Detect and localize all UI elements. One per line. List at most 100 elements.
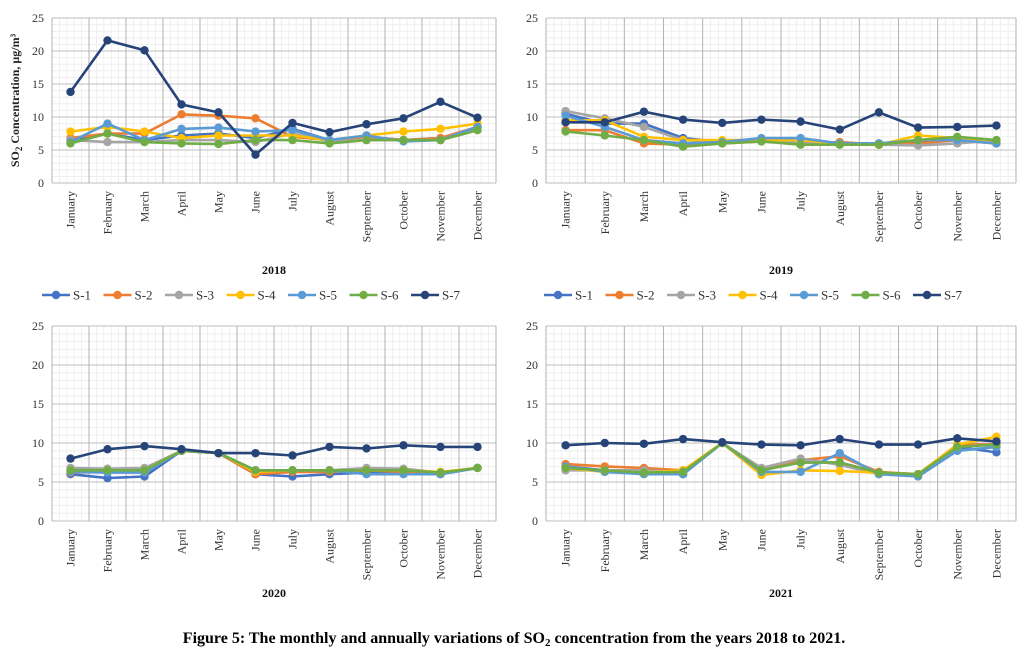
- data-point: [992, 121, 1001, 130]
- data-point: [796, 133, 805, 143]
- x-tick-label: November: [434, 191, 448, 242]
- legend-item: S-6: [349, 288, 400, 303]
- x-tick-label: May: [212, 191, 226, 213]
- data-point: [718, 139, 727, 148]
- data-point: [796, 467, 805, 477]
- data-point: [874, 108, 884, 117]
- data-point: [177, 100, 186, 109]
- data-point: [214, 139, 223, 149]
- data-point: [288, 466, 297, 475]
- legend-label: S-2: [135, 288, 153, 303]
- legend-item: S-1: [42, 288, 91, 303]
- series-line: [70, 443, 478, 460]
- x-tick-label: July: [794, 529, 808, 549]
- series-line: [565, 130, 997, 148]
- legend-item: S-5: [288, 288, 337, 303]
- data-point: [639, 439, 649, 448]
- data-point: [757, 440, 766, 449]
- x-tick-label: September: [360, 191, 374, 242]
- data-point: [835, 434, 844, 444]
- data-point: [214, 131, 223, 140]
- data-point: [678, 115, 688, 124]
- x-tick-label: August: [323, 190, 337, 225]
- legend-item: S-7: [411, 288, 461, 303]
- x-tick-label: June: [754, 529, 768, 551]
- x-tick-label: February: [101, 191, 115, 234]
- x-tick-label: June: [249, 529, 263, 551]
- data-point: [874, 140, 884, 149]
- data-point: [639, 468, 649, 477]
- legend-label: S-7: [442, 288, 461, 303]
- data-point: [561, 111, 570, 120]
- series-line: [69, 39, 479, 156]
- x-tick-label: September: [360, 529, 374, 580]
- y-tick-label: 10: [526, 110, 538, 124]
- data-point: [436, 124, 445, 134]
- data-point: [325, 139, 334, 148]
- x-tick-label: July: [794, 191, 808, 211]
- data-point: [325, 442, 334, 452]
- data-point: [913, 135, 923, 145]
- data-point: [103, 137, 112, 147]
- data-point: [757, 137, 766, 146]
- series-line: [565, 110, 997, 131]
- legend-item: S-3: [165, 288, 214, 303]
- x-tick-label: May: [715, 529, 729, 551]
- series-S-7: [561, 107, 1001, 134]
- x-tick-label: February: [101, 529, 115, 572]
- legend-item: S-1: [544, 288, 593, 303]
- legend-label: S-6: [381, 288, 400, 303]
- data-point: [103, 119, 112, 128]
- x-tick-label: October: [911, 529, 925, 568]
- series-line: [70, 122, 478, 142]
- x-tick-label: July: [286, 191, 300, 211]
- y-tick-label: 15: [32, 397, 44, 411]
- data-point: [251, 114, 260, 123]
- data-point: [399, 135, 408, 145]
- data-point: [362, 444, 371, 453]
- year-label: 2021: [769, 586, 793, 600]
- legend-item: S-4: [728, 288, 779, 303]
- legend-marker: [113, 290, 122, 300]
- legend-label: S-3: [196, 288, 214, 303]
- data-point: [399, 466, 408, 475]
- data-point: [835, 125, 844, 134]
- legend-item: S-7: [913, 288, 963, 303]
- x-tick-label: April: [175, 528, 189, 554]
- x-tick-label: September: [872, 191, 886, 242]
- data-point: [103, 36, 112, 45]
- x-tick-label: October: [397, 191, 411, 230]
- x-tick-label: November: [950, 191, 964, 242]
- data-point: [913, 123, 923, 132]
- data-point: [66, 127, 75, 136]
- y-tick-label: 0: [532, 176, 538, 190]
- data-point: [473, 113, 482, 122]
- legend-marker: [51, 290, 61, 300]
- x-tick-label: October: [911, 191, 925, 230]
- data-point: [66, 139, 75, 148]
- x-tick-label: May: [715, 191, 729, 213]
- data-point: [678, 467, 688, 477]
- x-tick-label: July: [286, 529, 300, 549]
- legend-item: S-4: [226, 288, 276, 303]
- data-point: [177, 110, 186, 119]
- chart-2021: 0 5 10 15 20 25 January February March April May Ju…: [526, 319, 1017, 600]
- x-tick-label: January: [64, 529, 78, 566]
- data-point: [177, 139, 186, 148]
- legend-label: S-4: [760, 288, 779, 303]
- legend-marker: [359, 290, 368, 300]
- data-point: [473, 463, 482, 473]
- series-line: [565, 436, 997, 447]
- data-point: [214, 108, 223, 117]
- data-point: [796, 117, 805, 126]
- legend-item: S-6: [851, 288, 901, 303]
- data-point: [362, 135, 371, 145]
- data-point: [913, 440, 923, 449]
- data-point: [214, 448, 223, 458]
- year-label: 2019: [769, 263, 793, 277]
- y-tick-label: 10: [32, 436, 44, 450]
- y-tick-label: 5: [532, 475, 538, 489]
- data-point: [140, 466, 149, 475]
- y-tick-label: 20: [526, 358, 538, 372]
